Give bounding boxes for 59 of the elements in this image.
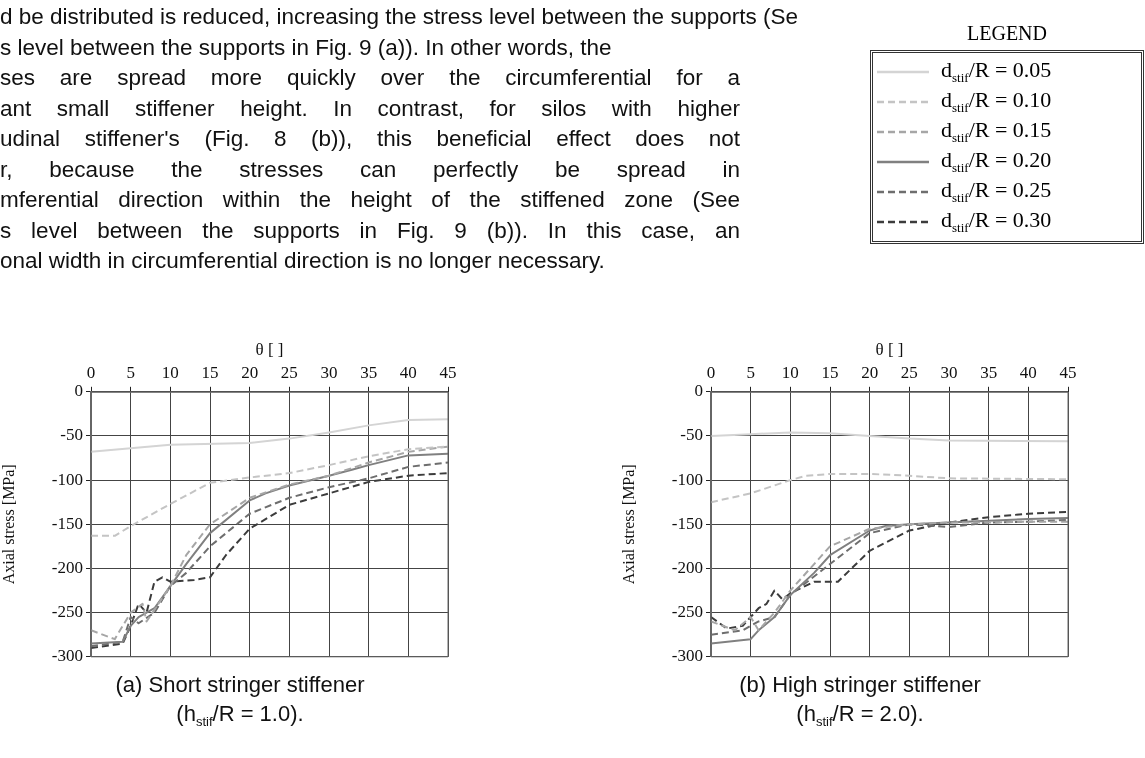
- text: udinal stiffener's (Fig. 8 (b)), this beneficial effect does not: [0, 125, 740, 153]
- text: (h$_{stif}$/R = 2.0).: [795, 700, 925, 732]
- legend-title: LEGEND: [966, 22, 1048, 45]
- y-axis-title: Axial stress [MPa]: [0, 464, 17, 585]
- x-tick-label: 35: [360, 363, 378, 383]
- x-tick-label: 10: [781, 363, 799, 383]
- text: (b) High stringer stiffener: [738, 671, 982, 699]
- y-tick-label: 0: [694, 381, 703, 401]
- x-tick-label: 25: [900, 363, 918, 383]
- y-tick-label: -150: [671, 513, 703, 533]
- x-tick-label: 30: [940, 363, 958, 383]
- y-tick-label: -50: [60, 425, 83, 445]
- text: r, because the stresses can perfectly be spread in: [0, 155, 740, 184]
- text: s level between the supports in Fig. 9 (a)). In other words, the: [0, 33, 612, 62]
- line-series: [711, 472, 1068, 504]
- y-tick-label: -300: [51, 646, 83, 666]
- legend-label: d$_{stif}$/R = 0.10: [941, 87, 1052, 117]
- y-tick-label: 0: [74, 381, 83, 401]
- x-tick-label: 25: [280, 363, 298, 383]
- x-tick-label: 5: [746, 363, 755, 383]
- x-tick-label: 40: [399, 363, 417, 383]
- y-tick-label: -250: [671, 602, 703, 622]
- y-tick-label: -50: [680, 425, 703, 445]
- text: ses are spread more quickly over the circumferential for a: [0, 64, 740, 92]
- legend-label: d$_{stif}$/R = 0.05: [941, 57, 1052, 87]
- y-axis-title: Axial stress [MPa]: [619, 464, 637, 585]
- x-tick-label: 0: [706, 363, 716, 383]
- text: mferential direction within the height of the stiffened zone (See: [0, 186, 740, 214]
- x-tick-label: 15: [821, 363, 839, 383]
- y-tick-label: -200: [51, 557, 83, 577]
- y-tick-label: -250: [51, 602, 83, 622]
- x-tick-label: 30: [320, 363, 338, 383]
- y-tick-label: -100: [51, 469, 83, 489]
- x-tick-label: 0: [86, 363, 96, 383]
- x-tick-label: 35: [980, 363, 998, 383]
- x-tick-label: 20: [861, 363, 879, 383]
- x-tick-label: 20: [241, 363, 259, 383]
- text: (h$_{stif}$/R = 1.0).: [175, 700, 305, 732]
- y-tick-label: -300: [671, 646, 703, 666]
- text: d be distributed is reduced, increasing the stress level between the supports (Se: [0, 3, 798, 31]
- legend-label: d$_{stif}$/R = 0.25: [941, 177, 1052, 207]
- text: onal width in circumferential direction is no longer necessary.: [0, 247, 605, 275]
- x-tick-label: 10: [161, 363, 179, 383]
- y-tick-label: -200: [671, 557, 703, 577]
- x-tick-label: 40: [1019, 363, 1037, 383]
- y-tick-label: -100: [671, 469, 703, 489]
- x-tick-label: 15: [201, 363, 219, 383]
- legend-label: d$_{stif}$/R = 0.15: [941, 117, 1052, 147]
- x-tick-label: 5: [126, 363, 135, 383]
- text: s level between the supports in Fig. 9 (b)). In this case, an: [0, 216, 740, 245]
- x-axis-title: θ [ ]: [255, 339, 284, 359]
- x-axis-title: θ [ ]: [875, 339, 904, 359]
- x-tick-label: 45: [1059, 363, 1077, 383]
- legend-label: d$_{stif}$/R = 0.30: [941, 207, 1052, 237]
- text: ant small stiffener height. In contrast, for silos with higher: [0, 94, 740, 123]
- legend-label: d$_{stif}$/R = 0.20: [941, 147, 1052, 177]
- x-tick-label: 45: [439, 363, 457, 383]
- y-tick-label: -150: [51, 513, 83, 533]
- text: (a) Short stringer stiffener: [114, 671, 366, 699]
